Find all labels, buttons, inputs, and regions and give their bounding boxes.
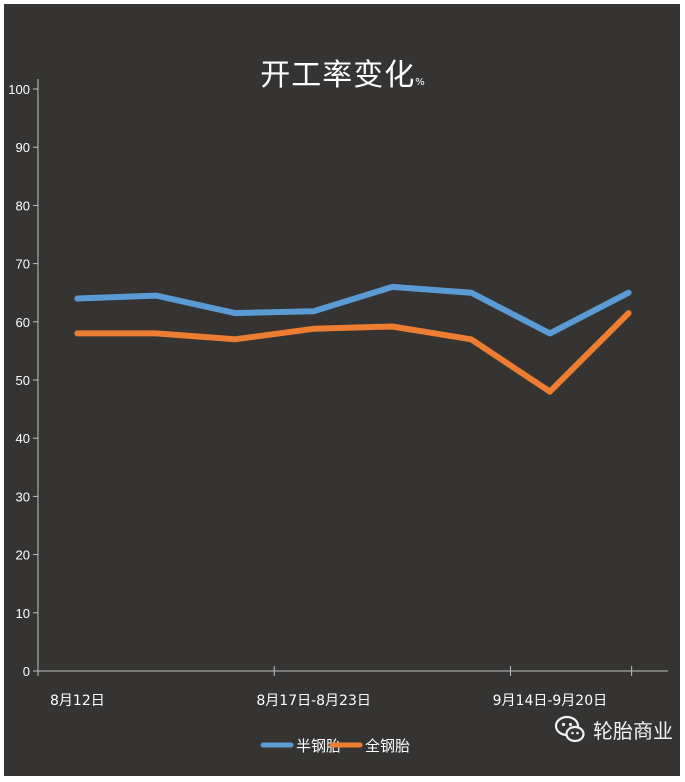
y-tick-label: 50 (16, 373, 30, 388)
x-tick-label: 9月14日-9月20日 (493, 693, 608, 709)
data-point (548, 332, 551, 335)
data-point (391, 325, 394, 328)
chart-title-unit: % (415, 77, 425, 88)
legend-label: 半钢胎 (296, 737, 341, 755)
data-point (76, 332, 79, 335)
data-point (470, 338, 473, 341)
data-point (548, 390, 551, 393)
data-point (76, 297, 79, 300)
chart-title-text: 开工率变化 (260, 58, 416, 93)
y-tick-label: 40 (16, 431, 30, 446)
y-tick-label: 0 (23, 664, 30, 679)
y-tick-label: 10 (16, 606, 30, 621)
watermark-text: 轮胎商业 (593, 718, 673, 743)
data-point (470, 291, 473, 294)
data-point (627, 312, 630, 315)
series-line-2 (74, 310, 632, 395)
data-point (312, 310, 315, 313)
watermark: 轮胎商业 (553, 712, 673, 746)
series-line-1 (74, 283, 632, 337)
data-point (155, 294, 158, 297)
data-point (233, 312, 236, 315)
legend-label: 全钢胎 (365, 737, 410, 755)
x-tick-label: 8月17日-8月23日 (256, 693, 371, 709)
data-point (391, 285, 394, 288)
y-tick-label: 30 (16, 489, 30, 504)
y-tick-label: 80 (16, 198, 30, 213)
data-point (312, 327, 315, 330)
y-tick-label: 60 (16, 315, 30, 330)
wechat-icon (554, 715, 585, 743)
x-tick-label: 8月12日 (50, 693, 105, 709)
y-tick-label: 70 (16, 257, 30, 272)
y-tick-label: 90 (16, 140, 30, 155)
data-point (627, 291, 630, 294)
y-tick-label: 100 (8, 82, 30, 97)
y-tick-label: 20 (16, 548, 30, 563)
chart-title: 开工率变化% (0, 50, 685, 94)
data-point (233, 338, 236, 341)
chart-frame (4, 4, 680, 776)
data-point (155, 332, 158, 335)
